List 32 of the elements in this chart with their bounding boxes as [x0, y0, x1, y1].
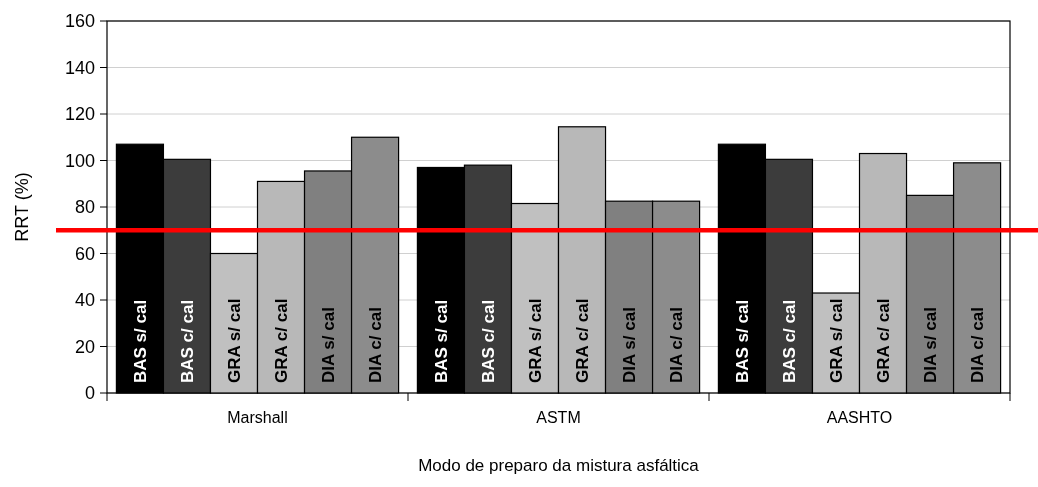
series-label: GRA s/ cal: [827, 298, 847, 383]
series-label: BAS c/ cal: [178, 299, 198, 383]
y-tick-label: 100: [64, 150, 95, 171]
text: GRA c/ cal: [573, 298, 593, 383]
y-tick-label: 120: [64, 104, 95, 125]
text: BAS s/ cal: [733, 299, 753, 383]
x-axis-title: Modo de preparo da mistura asfáltica: [418, 456, 700, 475]
y-tick-label: 160: [64, 11, 95, 32]
text: DIA c/ cal: [667, 307, 687, 383]
y-tick-label: 80: [74, 197, 95, 218]
text: GRA s/ cal: [225, 298, 245, 383]
y-tick-label: 40: [74, 290, 95, 311]
text: GRA s/ cal: [526, 298, 546, 383]
text: GRA c/ cal: [874, 298, 894, 383]
y-tick-label: 0: [84, 383, 95, 404]
text: BAS s/ cal: [432, 299, 452, 383]
text: BAS c/ cal: [780, 299, 800, 383]
x-tick-label: AASHTO: [826, 409, 893, 426]
y-tick-label: 140: [64, 57, 95, 78]
x-tick-label: Marshall: [227, 409, 288, 426]
series-label: DIA s/ cal: [319, 307, 339, 383]
y-tick-label: 20: [74, 336, 95, 357]
series-label: DIA c/ cal: [366, 307, 386, 383]
text: DIA s/ cal: [921, 307, 941, 383]
y-axis-title: RRT (%): [12, 172, 32, 242]
x-tick-label: ASTM: [536, 409, 581, 426]
series-label: BAS s/ cal: [131, 299, 151, 383]
text: BAS c/ cal: [479, 299, 499, 383]
y-tick-label: 60: [74, 243, 95, 264]
text: DIA c/ cal: [968, 307, 988, 383]
text: DIA s/ cal: [620, 307, 640, 383]
series-label: GRA c/ cal: [272, 298, 292, 383]
